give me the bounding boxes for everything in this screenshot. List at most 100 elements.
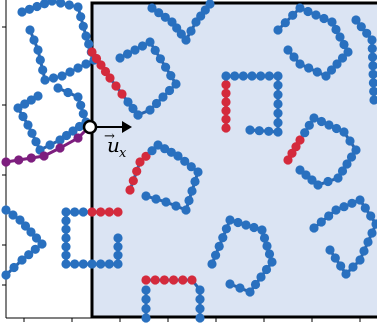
bead bbox=[14, 155, 24, 165]
bead bbox=[207, 259, 217, 269]
chain-bond bbox=[146, 278, 202, 318]
bead bbox=[184, 195, 194, 206]
bead bbox=[273, 108, 283, 118]
bead bbox=[61, 130, 72, 141]
bead bbox=[367, 44, 377, 54]
bead bbox=[330, 253, 340, 263]
bead bbox=[18, 111, 28, 122]
bead bbox=[264, 126, 274, 136]
bead bbox=[73, 63, 83, 73]
bead bbox=[47, 0, 57, 6]
bead bbox=[26, 153, 36, 163]
bead bbox=[348, 262, 358, 272]
bead-red bbox=[87, 47, 97, 57]
bead bbox=[368, 78, 377, 88]
bead bbox=[61, 224, 71, 234]
polymer-chain bbox=[125, 140, 203, 215]
bead bbox=[273, 80, 283, 90]
bead bbox=[141, 285, 151, 295]
bead bbox=[17, 7, 27, 17]
bead bbox=[311, 10, 321, 20]
polymer-chain bbox=[309, 195, 377, 279]
vector-symbol: u bbox=[107, 133, 120, 157]
bead bbox=[225, 215, 235, 225]
bead bbox=[303, 6, 313, 17]
bead bbox=[29, 35, 39, 45]
bead bbox=[346, 152, 357, 162]
bead-red bbox=[178, 275, 188, 285]
polymer-chain bbox=[141, 275, 205, 323]
bead bbox=[267, 257, 277, 267]
bead bbox=[123, 97, 133, 107]
bead-red bbox=[159, 275, 169, 285]
bead bbox=[195, 313, 205, 323]
bead bbox=[304, 120, 314, 130]
bead bbox=[289, 52, 299, 62]
bead bbox=[63, 87, 73, 98]
bead bbox=[336, 261, 346, 271]
bead bbox=[331, 205, 341, 215]
bead bbox=[130, 45, 140, 55]
bead bbox=[56, 0, 66, 8]
bead bbox=[137, 41, 148, 51]
bead bbox=[273, 90, 283, 100]
bead-red bbox=[104, 207, 114, 217]
bead bbox=[225, 279, 235, 289]
bead bbox=[288, 10, 298, 20]
bead-red bbox=[221, 88, 231, 98]
bead bbox=[61, 242, 71, 252]
bead bbox=[241, 220, 251, 230]
bead bbox=[166, 71, 176, 81]
bead bbox=[343, 47, 353, 57]
bead bbox=[141, 304, 151, 314]
bead bbox=[369, 95, 377, 105]
bead bbox=[339, 39, 349, 50]
bead bbox=[70, 207, 80, 217]
bead bbox=[23, 120, 33, 130]
bead bbox=[31, 137, 41, 147]
bead bbox=[1, 205, 11, 215]
bead bbox=[25, 25, 35, 35]
bead bbox=[61, 250, 71, 260]
bead bbox=[304, 63, 314, 73]
bead bbox=[323, 176, 333, 187]
direction-vector: → u x bbox=[90, 121, 132, 161]
bead bbox=[337, 166, 348, 176]
bead bbox=[87, 259, 97, 269]
bead bbox=[26, 227, 36, 237]
bead-red bbox=[132, 166, 142, 176]
axis-ticks bbox=[2, 26, 361, 322]
bead-red bbox=[117, 89, 127, 99]
bead bbox=[78, 109, 88, 119]
bead-red bbox=[187, 275, 197, 285]
polymer-chain bbox=[1, 205, 47, 280]
bead bbox=[151, 98, 162, 109]
bead bbox=[355, 195, 365, 205]
bead bbox=[154, 8, 164, 18]
bead bbox=[190, 176, 200, 187]
bead-red bbox=[128, 176, 138, 186]
bead bbox=[181, 35, 191, 45]
bead bbox=[295, 165, 305, 175]
bead-red bbox=[87, 207, 97, 217]
bead bbox=[81, 31, 91, 41]
bead bbox=[264, 71, 274, 81]
bead bbox=[363, 237, 373, 247]
bead bbox=[195, 294, 205, 304]
bead bbox=[181, 205, 191, 215]
bead bbox=[295, 3, 305, 13]
bead bbox=[141, 294, 151, 304]
bead bbox=[319, 13, 329, 24]
bead bbox=[205, 0, 215, 9]
polymer-chain bbox=[207, 215, 277, 297]
bead bbox=[141, 313, 151, 323]
bead bbox=[73, 92, 83, 102]
bead bbox=[147, 3, 157, 13]
bead bbox=[24, 4, 35, 14]
bead bbox=[273, 99, 283, 109]
bead bbox=[366, 211, 376, 221]
bead bbox=[249, 222, 259, 233]
bead bbox=[368, 52, 377, 62]
